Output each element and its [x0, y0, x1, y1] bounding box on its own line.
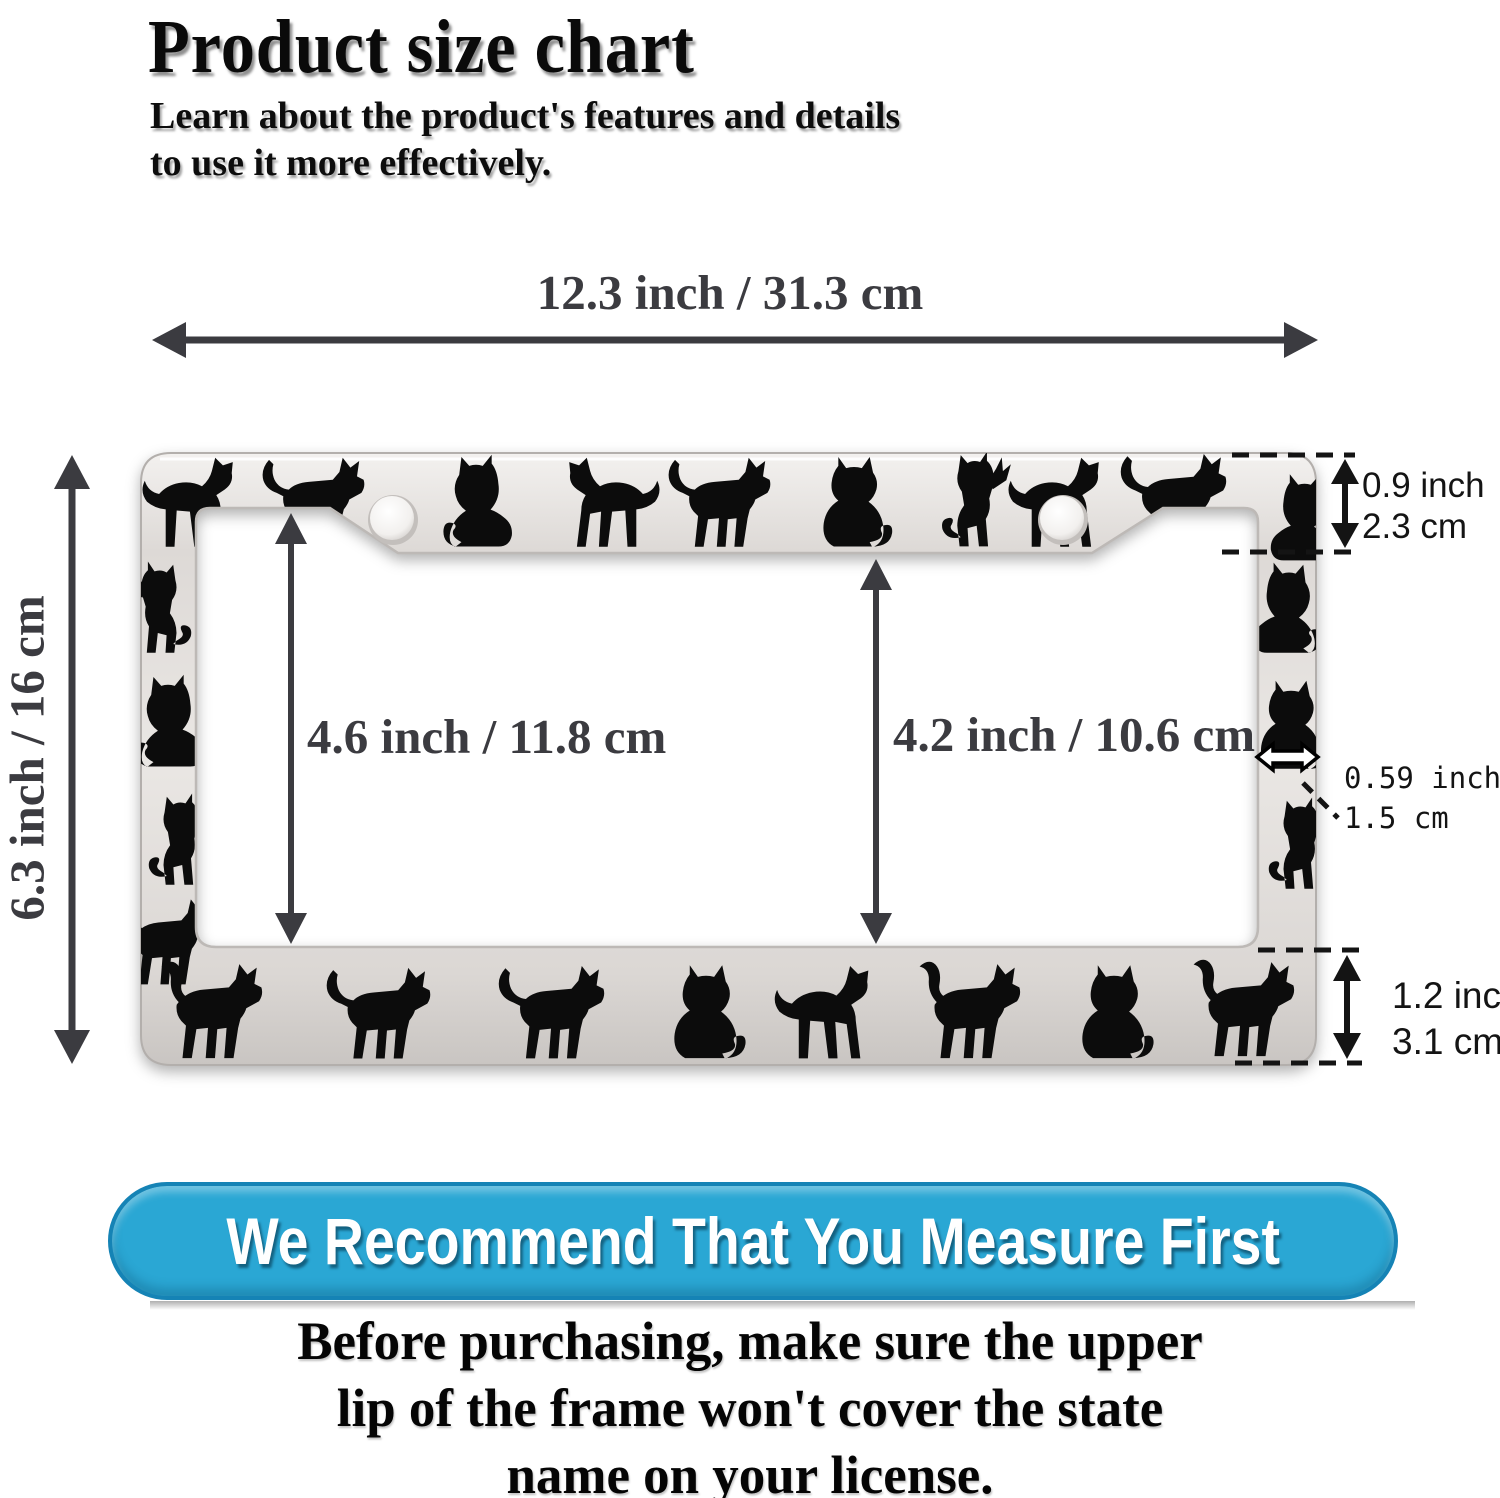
- side-rail-pointer-dash: [1301, 781, 1340, 820]
- side-rail-width-arrow: [1254, 740, 1321, 774]
- inner-height-left-arrow: [275, 513, 307, 944]
- purchase-note-line-3: name on your license.: [506, 1445, 994, 1498]
- page-title: Product size chart: [148, 4, 756, 91]
- top-lip-callout: [1222, 452, 1359, 555]
- side-rail-cm: 1.5 cm: [1344, 801, 1449, 835]
- side-rail-label: 0.59 inch 1.5 cm: [1344, 758, 1500, 838]
- inner-height-right-arrow: [860, 559, 892, 944]
- bottom-rail-inch: 1.2 inch: [1392, 975, 1500, 1016]
- license-plate-frame: [140, 452, 1317, 1066]
- side-rail-callout: [1254, 740, 1340, 820]
- side-rail-inch: 0.59 inch: [1344, 761, 1500, 795]
- subtitle-line-1: Learn about the product's features and d…: [150, 95, 901, 137]
- frame-metal-ring: [140, 452, 1317, 1066]
- screw-hole-right: [1038, 495, 1088, 545]
- bottom-rail-cm: 3.1 cm: [1392, 1021, 1500, 1062]
- bottom-rail-label: 1.2 inch 3.1 cm: [1392, 973, 1500, 1065]
- top-lip-cm: 2.3 cm: [1362, 507, 1468, 546]
- recommendation-banner: We Recommend That You Measure First: [108, 1182, 1398, 1300]
- screw-hole-left: [368, 495, 418, 545]
- frame-inner-bevel: [194, 506, 1260, 949]
- purchase-note-line-2: lip of the frame won't cover the state: [336, 1378, 1164, 1438]
- purchase-note-line-1: Before purchasing, make sure the upper: [297, 1311, 1203, 1371]
- outer-width-arrow: [152, 322, 1318, 358]
- top-lip-label: 0.9 inch 2.3 cm: [1362, 465, 1485, 547]
- inner-height-left-label: 4.6 inch / 11.8 cm: [307, 709, 667, 764]
- subtitle-line-2: to use it more effectively.: [150, 142, 552, 184]
- bottom-rail-callout: [1235, 947, 1362, 1066]
- inner-height-right-label: 4.2 inch / 10.6 cm: [893, 707, 1256, 762]
- recommendation-banner-text: We Recommend That You Measure First: [226, 1204, 1280, 1278]
- banner-shadow: [150, 1301, 1415, 1310]
- outer-width-label: 12.3 inch / 31.3 cm: [536, 265, 924, 320]
- page-title-text: Product size chart: [148, 5, 695, 89]
- outer-height-arrow: [54, 455, 90, 1064]
- purchase-note: Before purchasing, make sure the upper l…: [0, 1308, 1500, 1498]
- top-lip-inch: 0.9 inch: [1362, 466, 1485, 505]
